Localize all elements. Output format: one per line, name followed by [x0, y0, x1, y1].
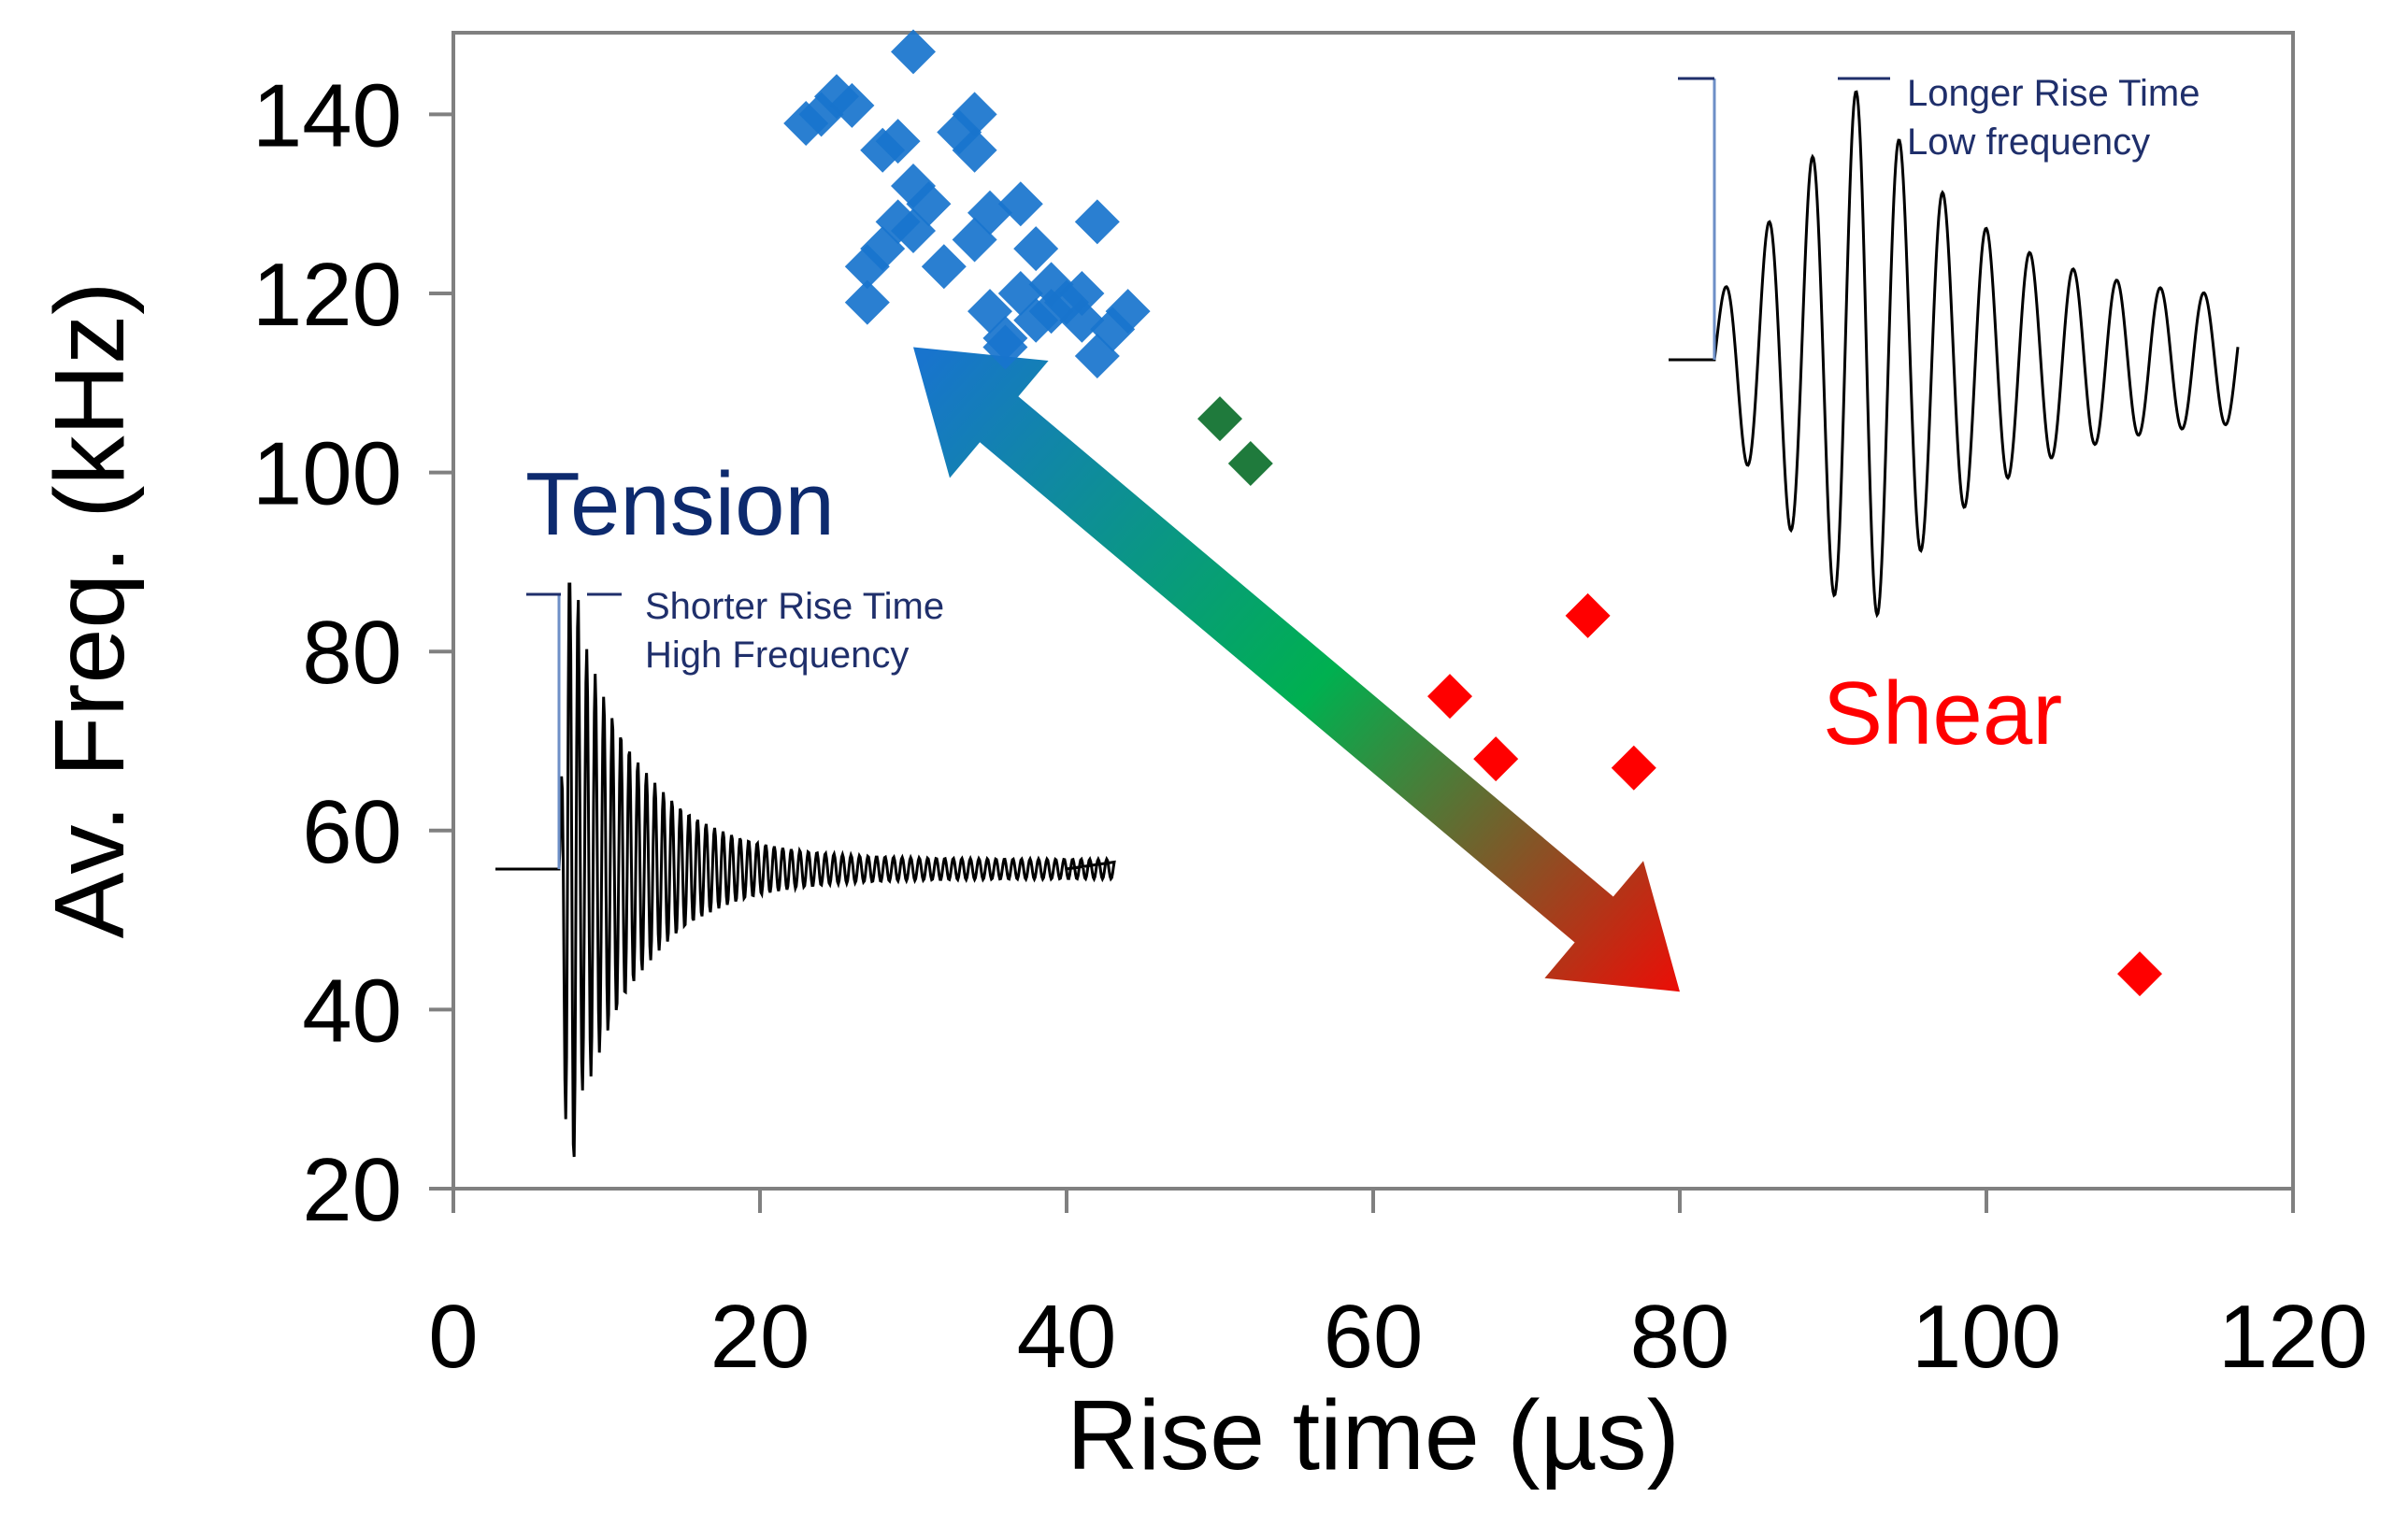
data-point-tension	[1013, 226, 1059, 272]
tension-inset-line2: High Frequency	[645, 635, 909, 676]
x-tick-label: 60	[1324, 1287, 1424, 1387]
shear-label: Shear	[1823, 663, 2062, 763]
data-point-tension	[921, 244, 967, 290]
data-point-shear	[1565, 592, 1611, 638]
data-point-tension	[1074, 199, 1120, 245]
data-point-shear	[1611, 745, 1656, 791]
data-point-tension	[844, 244, 890, 290]
x-tick-label: 100	[1912, 1287, 2061, 1387]
y-tick-label: 140	[252, 65, 402, 165]
x-tick-label: 120	[2218, 1287, 2368, 1387]
x-tick-label: 0	[428, 1287, 478, 1387]
shear-inset-line2: Low frequency	[1907, 121, 2150, 163]
data-markers	[783, 29, 2162, 997]
y-tick-label: 120	[252, 245, 402, 345]
tension-waveform-inset: Shorter Rise Time High Frequency	[495, 582, 1116, 1158]
data-point-tension	[1105, 289, 1151, 335]
tension-to-shear-arrow	[913, 347, 1680, 992]
data-point-shear	[1473, 736, 1519, 782]
x-axis-title: Rise time (µs)	[1067, 1380, 1680, 1490]
y-tick-label: 20	[302, 1140, 402, 1240]
tension-inset-line1: Shorter Rise Time	[645, 586, 944, 627]
data-point-tension	[982, 324, 1028, 370]
data-point-mixed	[1197, 396, 1242, 442]
data-point-tension	[1074, 334, 1120, 379]
y-tick-label: 60	[302, 782, 402, 882]
data-point-shear	[2117, 951, 2162, 997]
axes: 0 20 40 60 80 100 120 20 40 60 80 100 120 140	[252, 65, 2368, 1387]
shear-inset-line1: Longer Rise Time	[1907, 73, 2200, 114]
shear-waveform	[1669, 90, 2240, 619]
tension-label: Tension	[525, 454, 835, 554]
data-point-tension	[829, 82, 875, 128]
y-tick-label: 100	[252, 424, 402, 524]
data-point-tension	[891, 207, 936, 253]
data-point-tension	[952, 127, 997, 173]
data-point-tension	[875, 119, 921, 164]
tension-waveform	[495, 582, 1116, 1158]
y-axis-title: Av. Freq. (kHz)	[35, 282, 145, 939]
data-point-mixed	[1227, 441, 1273, 487]
x-tick-label: 20	[710, 1287, 810, 1387]
data-point-tension	[891, 29, 936, 75]
x-tick-label: 40	[1017, 1287, 1117, 1387]
data-point-tension	[1059, 271, 1105, 316]
data-point-tension	[997, 181, 1043, 227]
y-tick-label: 40	[302, 961, 402, 1061]
y-tick-label: 80	[302, 603, 402, 703]
data-point-shear	[1427, 674, 1472, 720]
x-tick-label: 80	[1630, 1287, 1730, 1387]
data-point-tension	[844, 279, 890, 325]
shear-waveform-inset: Longer Rise Time Low frequency	[1669, 73, 2240, 619]
